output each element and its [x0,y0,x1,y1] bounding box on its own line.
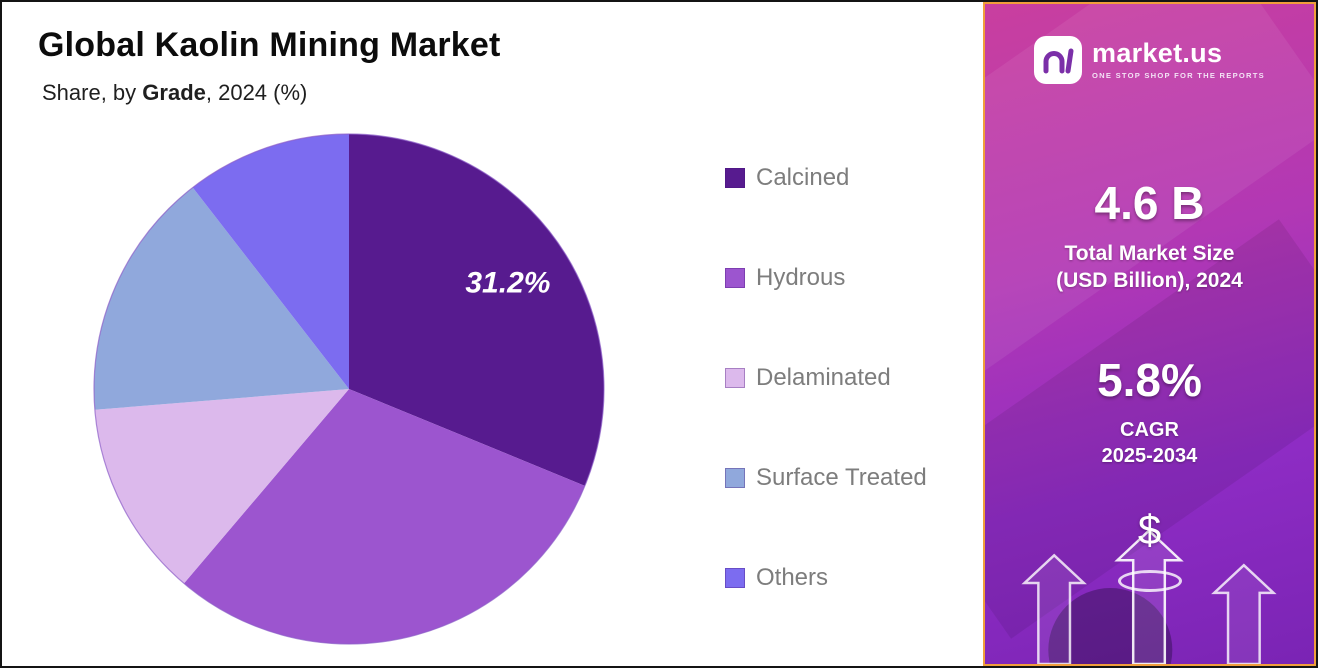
pie-slice-calcined [349,134,604,486]
brand-text: market.us ONE STOP SHOP FOR THE REPORTS [1092,38,1265,81]
legend-label: Surface Treated [756,464,927,491]
stat-cagr: 5.8% CAGR 2025-2034 [1097,353,1202,469]
pie-slice-hydrous [184,389,585,644]
stat-market-size: 4.6 B Total Market Size (USD Billion), 20… [1056,176,1243,295]
brand: market.us ONE STOP SHOP FOR THE REPORTS [1034,36,1265,84]
pie-chart-container: 31.2% [88,128,610,650]
marketus-logo-icon [1034,36,1083,84]
legend-swatch [725,268,745,288]
cup-rim-decoration [1117,570,1182,592]
growth-decoration: $ [985,474,1314,664]
up-arrow-icon [1211,563,1277,664]
stat-cagr-label: CAGR 2025-2034 [1097,417,1202,469]
legend-label: Delaminated [756,364,891,391]
legend-item-delaminated: Delaminated [725,364,927,392]
stat-market-size-label-line1: Total Market Size [1064,242,1235,265]
stat-market-size-label: Total Market Size (USD Billion), 2024 [1056,240,1243,295]
pie-outline [93,133,605,645]
chart-panel: Global Kaolin Mining Market Share, by Gr… [2,2,983,666]
subtitle-keyword: Grade [142,80,206,105]
brand-name: market.us [1092,38,1223,68]
subtitle-prefix: Share, by [42,80,143,105]
pie-slice-others [192,134,349,389]
pie-chart: 31.2% [93,133,605,645]
stat-market-size-label-line2: (USD Billion), 2024 [1056,269,1243,293]
legend-item-calcined: Calcined [725,164,927,192]
growth-arrows-decoration [1021,528,1277,664]
subtitle-suffix: , 2024 (%) [205,80,308,105]
legend-swatch [725,368,745,388]
stat-cagr-label-line1: CAGR [1120,418,1179,441]
legend-label: Calcined [756,164,850,191]
up-arrow-icon [1021,553,1087,664]
dollar-sign: $ [1137,506,1162,553]
chart-subtitle: Share, by Grade, 2024 (%) [42,80,307,106]
legend-item-hydrous: Hydrous [725,264,927,292]
legend-label: Hydrous [756,264,846,291]
legend-swatch [725,468,745,488]
up-arrow-icon [1114,528,1184,664]
pie-slice-surface-treated [93,187,349,410]
brand-tagline: ONE STOP SHOP FOR THE REPORTS [1092,71,1265,80]
legend-swatch [725,168,745,188]
brand-panel: market.us ONE STOP SHOP FOR THE REPORTS … [983,2,1316,666]
pie-slice-delaminated [94,389,349,584]
legend-label: Others [756,564,829,591]
stat-cagr-value: 5.8% [1097,353,1202,406]
page-title: Global Kaolin Mining Market [38,26,501,64]
stat-cagr-label-line2: 2025-2034 [1101,444,1198,467]
stat-market-size-value: 4.6 B [1094,177,1205,229]
legend-item-surface-treated: Surface Treated [725,464,927,492]
pie-data-label: 31.2% [465,267,550,300]
legend-swatch [725,568,745,588]
chart-legend: Calcined Hydrous Delaminated Surface Treate… [725,164,927,664]
legend-item-others: Others [725,564,927,592]
